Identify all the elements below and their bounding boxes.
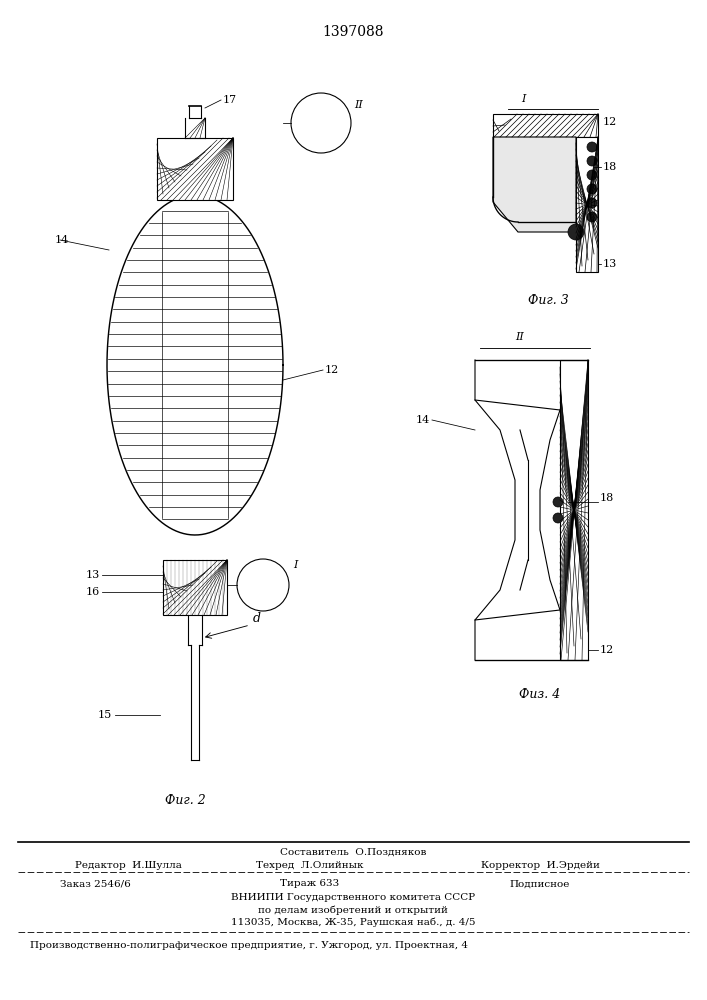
Circle shape xyxy=(568,224,584,240)
Text: Подписное: Подписное xyxy=(510,880,570,888)
Text: ВНИИПИ Государственного комитета СССР: ВНИИПИ Государственного комитета СССР xyxy=(231,894,475,902)
Text: 12: 12 xyxy=(600,645,614,655)
Polygon shape xyxy=(576,137,598,272)
Text: II: II xyxy=(515,332,525,342)
Text: 113035, Москва, Ж-35, Раушская наб., д. 4/5: 113035, Москва, Ж-35, Раушская наб., д. … xyxy=(230,917,475,927)
Text: Производственно-полиграфическое предприятие, г. Ужгород, ул. Проектная, 4: Производственно-полиграфическое предприя… xyxy=(30,940,468,950)
Polygon shape xyxy=(163,560,227,615)
Text: Фиг. 2: Фиг. 2 xyxy=(165,794,205,806)
Text: 14: 14 xyxy=(416,415,430,425)
Text: d: d xyxy=(253,611,261,624)
Text: 17: 17 xyxy=(223,95,237,105)
Text: Корректор  И.Эрдейи: Корректор И.Эрдейи xyxy=(481,860,600,869)
Text: 13: 13 xyxy=(603,259,617,269)
Text: Заказ 2546/6: Заказ 2546/6 xyxy=(60,880,131,888)
Text: Редактор  И.Шулла: Редактор И.Шулла xyxy=(75,860,182,869)
Circle shape xyxy=(587,212,597,222)
Text: Составитель  О.Поздняков: Составитель О.Поздняков xyxy=(280,848,426,856)
Polygon shape xyxy=(157,138,233,200)
Circle shape xyxy=(587,156,597,166)
Text: II: II xyxy=(354,100,363,110)
Text: 18: 18 xyxy=(603,162,617,172)
Polygon shape xyxy=(493,137,576,232)
Polygon shape xyxy=(560,360,588,660)
Circle shape xyxy=(553,513,563,523)
Text: 12: 12 xyxy=(603,117,617,127)
Text: 13: 13 xyxy=(86,570,100,580)
Text: 14: 14 xyxy=(55,235,69,245)
Text: I: I xyxy=(293,560,298,570)
Text: Фиг. 3: Фиг. 3 xyxy=(527,294,568,306)
Text: 16: 16 xyxy=(86,587,100,597)
Text: по делам изобретений и открытий: по делам изобретений и открытий xyxy=(258,905,448,915)
Text: 15: 15 xyxy=(98,710,112,720)
Circle shape xyxy=(587,142,597,152)
Circle shape xyxy=(587,184,597,194)
Text: Техред  Л.Олийнык: Техред Л.Олийнык xyxy=(256,860,363,869)
Circle shape xyxy=(553,497,563,507)
Text: I: I xyxy=(521,94,525,104)
Circle shape xyxy=(587,170,597,180)
Circle shape xyxy=(587,198,597,208)
Text: 12: 12 xyxy=(325,365,339,375)
Text: Физ. 4: Физ. 4 xyxy=(520,688,561,702)
Polygon shape xyxy=(493,114,598,137)
Text: Тираж 633: Тираж 633 xyxy=(281,880,339,888)
Text: 18: 18 xyxy=(600,493,614,503)
Text: 1397088: 1397088 xyxy=(322,25,384,39)
